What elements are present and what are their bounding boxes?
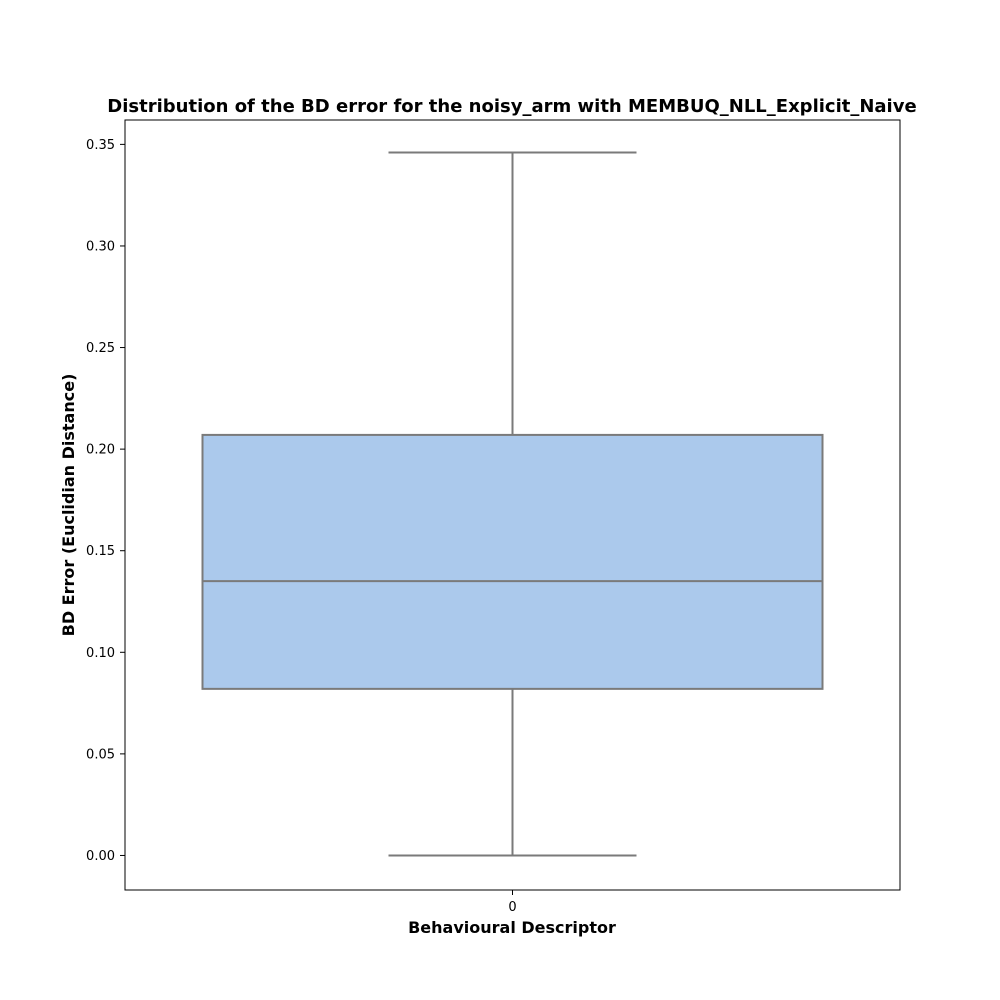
y-tick-label: 0.25	[86, 341, 115, 356]
x-axis-label: Behavioural Descriptor	[408, 918, 616, 937]
y-tick-label: 0.20	[86, 443, 115, 458]
plot-area	[124, 119, 901, 891]
y-tick-label: 0.30	[86, 239, 115, 254]
x-tick-label-0: 0	[508, 900, 516, 915]
chart-title: Distribution of the BD error for the noi…	[107, 96, 916, 117]
y-tick-label: 0.05	[86, 747, 115, 762]
y-tick-label: 0.10	[86, 646, 115, 661]
y-tick-label: 0.00	[86, 849, 115, 864]
box-group-0	[201, 151, 824, 857]
iqr-box	[201, 433, 824, 690]
y-tick-label: 0.35	[86, 138, 115, 153]
y-axis-label: BD Error (Euclidian Distance)	[59, 374, 78, 637]
x-axis: 0	[508, 890, 517, 915]
y-tick-label: 0.15	[86, 544, 115, 559]
y-axis: 0.00 0.05 0.10 0.15 0.20 0.25 0.30 0.35	[86, 138, 125, 864]
